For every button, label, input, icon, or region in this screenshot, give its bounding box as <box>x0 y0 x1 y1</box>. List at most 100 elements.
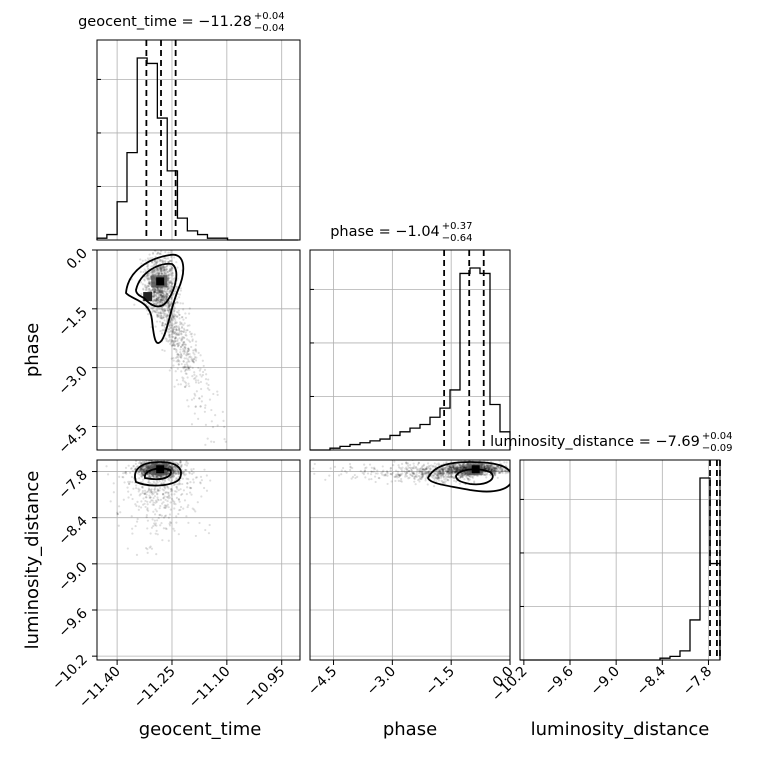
scatter-point <box>160 482 163 485</box>
scatter-point <box>174 356 178 359</box>
scatter-point <box>148 465 152 468</box>
scatter-point <box>167 301 170 304</box>
scatter-point <box>499 466 502 469</box>
scatter-point <box>166 277 170 280</box>
scatter-point <box>439 471 442 475</box>
scatter-point <box>167 285 170 288</box>
scatter-point <box>501 470 504 473</box>
scatter-point <box>445 466 448 469</box>
scatter-point <box>149 496 152 499</box>
scatter-point <box>178 327 181 330</box>
scatter-point <box>172 317 176 320</box>
scatter-point <box>159 295 162 298</box>
scatter-point <box>405 472 408 475</box>
scatter-point <box>386 474 389 477</box>
scatter-point <box>160 315 163 318</box>
scatter-point <box>153 488 156 491</box>
scatter-point <box>440 479 443 482</box>
scatter-point <box>431 465 434 468</box>
scatter-point <box>150 272 154 275</box>
scatter-point <box>152 292 155 295</box>
scatter-point <box>149 545 152 548</box>
scatter-point <box>167 304 171 307</box>
scatter-point <box>159 265 162 268</box>
scatter-point <box>116 512 119 516</box>
scatter-point <box>444 480 447 483</box>
scatter-point <box>139 258 142 261</box>
scatter-point <box>452 466 455 470</box>
scatter-point <box>448 465 452 468</box>
scatter-point <box>460 472 463 475</box>
scatter-point <box>381 470 384 473</box>
scatter-point <box>150 306 153 310</box>
scatter-point <box>143 467 146 470</box>
scatter-point <box>167 279 170 282</box>
panel-frame-luminosity_distance-luminosity_distance <box>519 459 721 661</box>
scatter-point <box>146 465 149 468</box>
scatter-point <box>394 475 397 479</box>
scatter-point <box>155 298 158 301</box>
scatter-point <box>447 468 451 471</box>
scatter-point <box>182 349 186 352</box>
scatter-point <box>159 270 162 273</box>
scatter-point <box>124 471 127 474</box>
scatter-point <box>106 473 110 476</box>
scatter-point <box>410 467 413 470</box>
scatter-point <box>485 465 489 468</box>
scatter-point <box>437 471 440 474</box>
scatter-point <box>181 302 185 305</box>
scatter-point <box>155 290 158 294</box>
scatter-point <box>129 471 132 474</box>
scatter-point <box>419 470 422 473</box>
scatter-point <box>162 297 166 300</box>
scatter-point <box>482 466 486 469</box>
scatter-point <box>158 267 162 271</box>
scatter-point <box>155 320 159 323</box>
scatter-point <box>482 466 486 469</box>
scatter-point <box>177 498 181 501</box>
scatter-point <box>485 472 488 475</box>
scatter-point <box>140 469 143 472</box>
scatter-point <box>145 546 148 550</box>
scatter-point <box>179 483 182 486</box>
scatter-point <box>156 533 159 536</box>
scatter-point <box>454 464 457 467</box>
scatter-point <box>459 475 462 478</box>
scatter-point <box>438 470 441 473</box>
scatter-point <box>140 467 143 470</box>
scatter-point <box>160 299 163 302</box>
scatter-point <box>170 302 173 305</box>
scatter-point <box>433 471 436 474</box>
scatter-point <box>190 358 193 361</box>
scatter-point <box>437 462 440 465</box>
scatter-point <box>167 277 170 280</box>
scatter-point <box>455 465 458 469</box>
scatter-point <box>464 467 468 470</box>
scatter-point <box>485 464 489 467</box>
scatter-point <box>372 467 375 470</box>
scatter-point <box>413 466 416 470</box>
scatter-point <box>156 315 159 318</box>
scatter-point <box>197 366 200 370</box>
scatter-point <box>187 360 190 363</box>
scatter-point <box>489 463 492 467</box>
scatter-point <box>167 457 169 459</box>
scatter-point <box>444 473 447 476</box>
scatter-point <box>364 476 367 479</box>
scatter-point <box>155 261 158 264</box>
scatter-point <box>148 465 151 468</box>
scatter-point <box>161 488 164 491</box>
scatter-point <box>189 355 192 358</box>
scatter-point <box>504 470 507 473</box>
scatter-point <box>453 465 456 468</box>
scatter-point <box>171 464 174 467</box>
scatter-point <box>157 314 161 317</box>
scatter-point <box>449 471 452 474</box>
scatter-point <box>160 291 163 294</box>
scatter-point <box>173 465 176 468</box>
scatter-point <box>168 522 171 525</box>
scatter-point <box>460 473 463 477</box>
x-tick-label: −1.5 <box>423 664 458 699</box>
scatter-point <box>494 466 497 470</box>
scatter-point <box>447 470 450 473</box>
